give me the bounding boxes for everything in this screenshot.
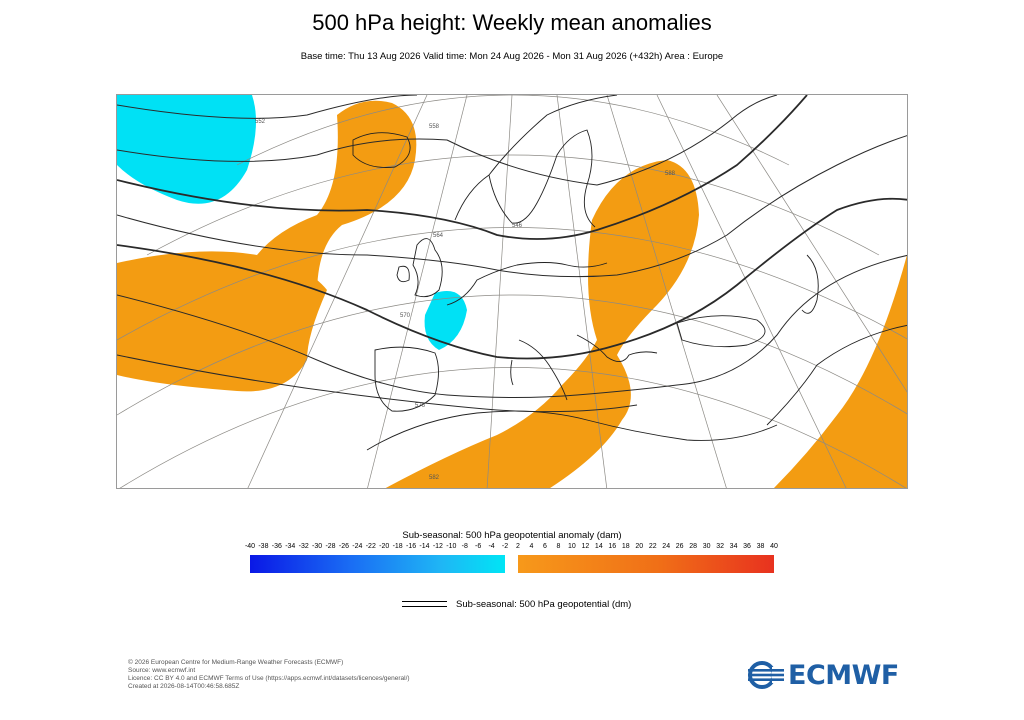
colorbar-tick-label: 28 [689, 543, 698, 550]
ecmwf-logo-text: ECMWF [788, 659, 899, 691]
contour-label: 576 [415, 403, 426, 409]
negative-anomaly-biscay [424, 291, 467, 350]
colorbar-tick-label: 40 [770, 543, 778, 550]
coast-black-sea [676, 315, 766, 348]
coast-balkans-greece [576, 334, 658, 362]
colorbar-ticks: -40 -38 -36 -34 -32 -30 -28 -26 -24 -22 -20 -18 -16-… [0, 543, 1024, 555]
colorbar-tick-label: -36 [271, 543, 282, 550]
colorbar-tick-label: -14 [419, 543, 430, 550]
colorbar-tick-label: -28 [325, 543, 336, 550]
colorbar-tick-label: -8 [461, 543, 468, 550]
contour-label: 570 [400, 313, 411, 319]
colorbar-tick-label: 38 [756, 543, 765, 550]
colorbar-tick-label: -32 [298, 543, 309, 550]
chart-title: 500 hPa height: Weekly mean anomalies [312, 10, 712, 35]
contour-label: 558 [429, 124, 440, 130]
contour-label: 552 [255, 119, 266, 125]
footer-copyright: © 2026 European Centre for Medium-Range … [128, 659, 344, 666]
coast-north-africa [366, 410, 778, 451]
contour-labels: 552 558 564 570 576 582 588 546 [255, 119, 676, 481]
colorbar [250, 555, 774, 573]
anomaly-map: 552 558 564 570 576 582 588 546 [116, 94, 908, 489]
colorbar-tick-label: -20 [379, 543, 390, 550]
coast-iberia [374, 346, 439, 412]
colorbar-tick-label: 32 [716, 543, 724, 550]
colorbar-tick-label: 2 [516, 543, 520, 550]
colorbar-tick-label: -18 [392, 543, 403, 550]
colorbar-tick-label: -10 [446, 543, 457, 550]
height-contours [117, 95, 907, 413]
colorbar-tick-label: 16 [608, 543, 617, 550]
colorbar-tick-label: -12 [432, 543, 443, 550]
colorbar-tick-label: 10 [567, 543, 576, 550]
positive-anomaly-iceland-band [257, 100, 417, 295]
colorbar-tick-label: -2 [501, 543, 509, 550]
colorbar-tick-label: 24 [662, 543, 671, 550]
colorbar-tick-label: -22 [365, 543, 376, 550]
contour-label: 546 [512, 223, 523, 229]
colorbar-tick-label: 36 [743, 543, 751, 550]
colorbar-positive-range [518, 555, 774, 573]
ecmwf-logo: ECMWF [748, 659, 900, 691]
colorbar-tick-label: 8 [556, 543, 561, 550]
colorbar-tick-label: 4 [529, 543, 534, 550]
anomaly-shading [117, 95, 907, 488]
colorbar-tick-label: 14 [594, 543, 603, 550]
colorbar-tick-label: -24 [352, 543, 363, 550]
colorbar-title: Sub-seasonal: 500 hPa geopotential anoma… [402, 530, 622, 541]
colorbar-tick-label: 34 [729, 543, 738, 550]
colorbar-tick-label: -6 [475, 543, 482, 550]
colorbar-tick-label: 12 [581, 543, 590, 550]
positive-anomaly-east [773, 255, 907, 488]
coast-west-europe [446, 262, 608, 306]
colorbar-tick-label: -16 [405, 543, 417, 550]
coast-italy [510, 339, 568, 401]
graticule [117, 95, 907, 488]
colorbar-tick-label: 18 [621, 543, 630, 550]
coast-scandinavia [454, 95, 618, 228]
colorbar-negative-range [250, 555, 505, 573]
map-canvas: 552 558 564 570 576 582 588 546 [117, 95, 907, 488]
colorbar-tick-label: -40 [244, 543, 256, 550]
negative-anomaly-north-atlantic [117, 95, 256, 204]
positive-anomaly-central-europe [385, 160, 699, 488]
geopotential-legend-line [402, 601, 447, 607]
positive-anomaly-atlantic [117, 251, 327, 392]
coast-britain [396, 238, 443, 298]
chart-subtitle: Base time: Thu 13 Aug 2026 Valid time: M… [300, 51, 724, 62]
coastlines [352, 95, 907, 451]
footer-created: Created at 2026-08-14T00:46:58.685Z [128, 683, 240, 690]
colorbar-tick-label: 30 [702, 543, 711, 550]
contour-label: 582 [429, 475, 440, 481]
coast-caspian [801, 254, 819, 314]
colorbar-tick-label: -38 [258, 543, 269, 550]
colorbar-tick-label: -26 [338, 543, 349, 550]
colorbar-tick-label: 26 [675, 543, 684, 550]
colorbar-tick-label: -4 [488, 543, 495, 550]
colorbar-tick-label: -34 [285, 543, 296, 550]
geopotential-legend-label: Sub-seasonal: 500 hPa geopotential (dm) [456, 599, 632, 610]
coast-iceland [352, 132, 411, 168]
footer-source: Source: www.ecmwf.int [128, 667, 196, 674]
colorbar-tick-label: 6 [542, 543, 547, 550]
contour-label: 564 [433, 233, 444, 239]
contour-label: 588 [665, 171, 676, 177]
colorbar-tick-label: 22 [648, 543, 657, 550]
footer-licence: Licence: CC BY 4.0 and ECMWF Terms of Us… [128, 675, 410, 682]
ecmwf-logo-icon [748, 661, 784, 689]
footer-credits: © 2026 European Centre for Medium-Range … [128, 659, 410, 691]
colorbar-tick-label: 20 [635, 543, 644, 550]
colorbar-tick-label: -30 [312, 543, 323, 550]
coast-middle-east [766, 324, 907, 426]
